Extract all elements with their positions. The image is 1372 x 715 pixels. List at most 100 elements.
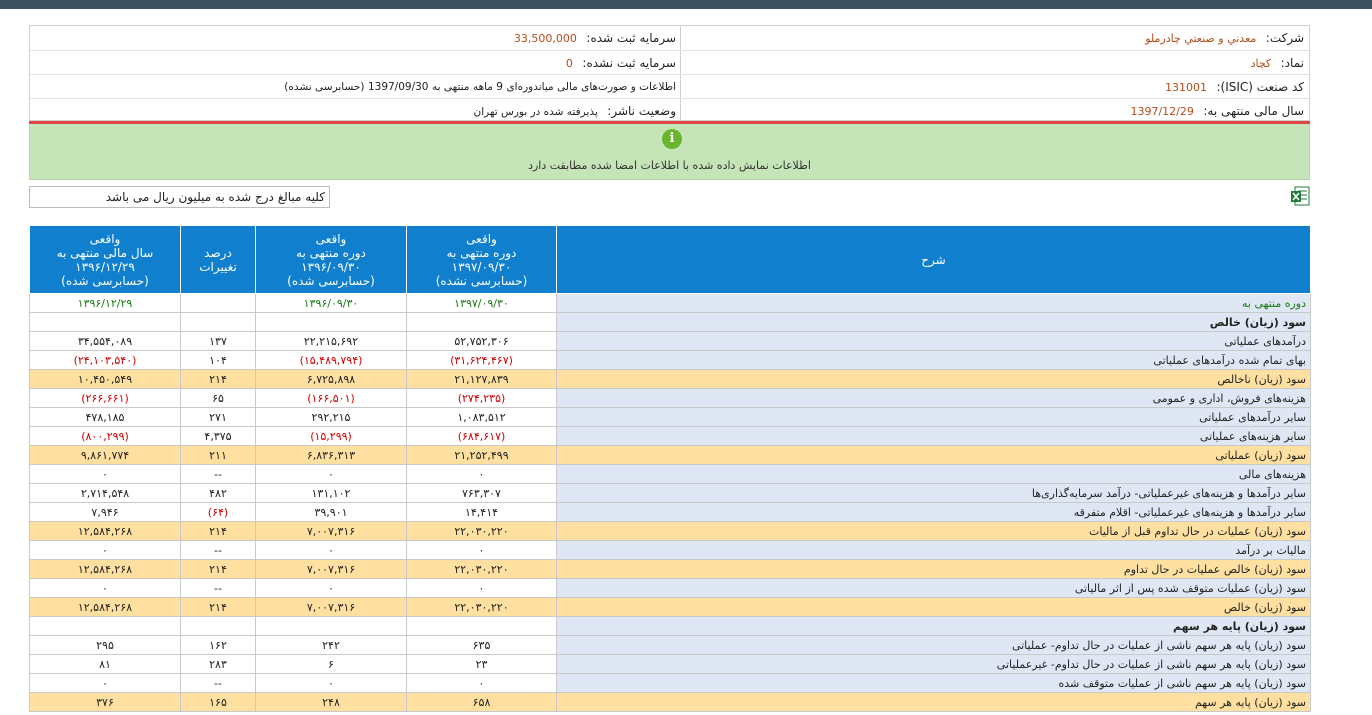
cell-change-percent: ۲۱۴: [180, 369, 256, 389]
cell-fiscal-year: ۰: [29, 540, 181, 560]
cell-current-period: [406, 312, 557, 332]
cell-current-period: ۰: [406, 578, 557, 598]
cell-prev-period: ۰: [255, 578, 407, 598]
cell-change-percent: --: [180, 578, 256, 598]
cell-fiscal-year: (۲۶۶,۶۶۱): [29, 388, 181, 408]
cell-prev-period: ۷,۰۰۷,۳۱۶: [255, 597, 407, 617]
cell-fiscal-year: ۲,۷۱۴,۵۴۸: [29, 483, 181, 503]
isic-label: کد صنعت (ISIC):: [1216, 80, 1304, 94]
cell-prev-period: ۱۳۹۶/۰۹/۳۰: [255, 293, 407, 313]
report-title-part3: (حسابرسی نشده): [284, 81, 365, 93]
cell-prev-period: ۰: [255, 673, 407, 693]
cell-current-period: ۰: [406, 673, 557, 693]
cell-prev-period: ۰: [255, 464, 407, 484]
cell-change-percent: --: [180, 464, 256, 484]
cell-change-percent: --: [180, 673, 256, 693]
cell-description: هزینه‌های مالی: [556, 464, 1311, 484]
cell-current-period: ۲۲,۰۳۰,۲۲۰: [406, 559, 557, 579]
cell-current-period: ۷۶۳,۳۰۷: [406, 483, 557, 503]
financial-table: واقعی سال مالی منتهی به ۱۳۹۶/۱۲/۲۹ (حساب…: [29, 225, 1311, 712]
cell-current-period: ۲۲,۰۳۰,۲۲۰: [406, 597, 557, 617]
cell-fiscal-year: ۳۴,۵۵۴,۰۸۹: [29, 331, 181, 351]
cell-prev-period: ۶,۸۳۶,۳۱۳: [255, 445, 407, 465]
publisher-status-field: وضعیت ناشر: پذیرفته شده در بورس تهران: [36, 99, 676, 123]
company-field: شرکت: معدني و صنعتي چادرملو: [684, 26, 1304, 50]
cell-change-percent: [180, 312, 256, 332]
table-row: ۰ -- ۰ ۰ سود (زيان) عملیات متوقف شده پس از ا…: [29, 578, 1311, 598]
cell-description: درآمدهای عملیاتی: [556, 331, 1311, 351]
unregistered-capital-value: 0: [565, 57, 573, 70]
cell-current-period: (۳۱,۶۲۴,۴۶۷): [406, 350, 557, 370]
cell-current-period: ۰: [406, 540, 557, 560]
symbol-value: کچاد: [1250, 57, 1272, 70]
cell-fiscal-year: ۱۰,۴۵۰,۵۴۹: [29, 369, 181, 389]
company-value: معدني و صنعتي چادرملو: [1145, 32, 1257, 45]
top-bar: [0, 0, 1372, 9]
col-header-current-period[interactable]: واقعی دوره منتهی به ۱۳۹۷/۰۹/۳۰ (حسابرسی …: [406, 225, 557, 294]
cell-fiscal-year: ۰: [29, 673, 181, 693]
report-title: اطلاعات و صورت‌های مالی میاندوره‌ای 9 ما…: [36, 75, 676, 99]
table-row: (۲۴,۱۰۳,۵۴۰) ۱۰۴ (۱۵,۴۸۹,۷۹۴) (۳۱,۶۲۴,۴۶۷) ب…: [29, 350, 1311, 370]
cell-change-percent: ۴۸۲: [180, 483, 256, 503]
cell-change-percent: ۱۰۴: [180, 350, 256, 370]
registered-capital-label: سرمایه ثبت شده:: [586, 31, 676, 45]
cell-fiscal-year: ۲۹۵: [29, 635, 181, 655]
table-row: ۱۳۹۶/۱۲/۲۹ ۱۳۹۶/۰۹/۳۰ ۱۳۹۷/۰۹/۳۰ دوره منتهی…: [29, 293, 1311, 313]
symbol-field: نماد: کچاد: [684, 51, 1304, 75]
cell-current-period: [406, 616, 557, 636]
company-label: شرکت:: [1265, 31, 1304, 45]
cell-prev-period: ۲۲,۲۱۵,۶۹۲: [255, 331, 407, 351]
alert-text: اطلاعات نمایش داده شده با اطلاعات امضا ش…: [528, 159, 811, 172]
col-header-change-percent[interactable]: درصد تغییرات: [180, 225, 256, 294]
registered-capital-field: سرمایه ثبت شده: 33,500,000: [36, 26, 676, 50]
cell-prev-period: (۱۵,۲۹۹): [255, 426, 407, 446]
table-row: ۲۹۵ ۱۶۲ ۲۴۲ ۶۳۵ سود (زيان) پایه هر سهم ناشی …: [29, 635, 1311, 655]
isic-value: 131001: [1164, 81, 1207, 94]
table-row: ۱۲,۵۸۴,۲۶۸ ۲۱۴ ۷,۰۰۷,۳۱۶ ۲۲,۰۳۰,۲۲۰ سود (زيا…: [29, 597, 1311, 617]
cell-change-percent: ۴,۳۷۵: [180, 426, 256, 446]
col-header-description[interactable]: شرح: [556, 225, 1311, 294]
publisher-status-label: وضعیت ناشر:: [607, 104, 676, 118]
table-row: ۳۷۶ ۱۶۵ ۲۴۸ ۶۵۸ سود (زيان) پایه هر سهم: [29, 692, 1311, 712]
cell-fiscal-year: ۹,۸۶۱,۷۷۴: [29, 445, 181, 465]
isic-field: کد صنعت (ISIC): 131001: [684, 75, 1304, 99]
cell-current-period: (۶۸۴,۶۱۷): [406, 426, 557, 446]
cell-current-period: ۱,۰۸۳,۵۱۲: [406, 407, 557, 427]
cell-prev-period: (۱۵,۴۸۹,۷۹۴): [255, 350, 407, 370]
cell-description: سود (زيان) پایه هر سهم: [556, 616, 1311, 636]
col-header-prev-period[interactable]: واقعی دوره منتهی به ۱۳۹۶/۰۹/۳۰ (حسابرسی …: [255, 225, 407, 294]
cell-current-period: ۱۳۹۷/۰۹/۳۰: [406, 293, 557, 313]
table-row: ۰ -- ۰ ۰ مالیات بر درآمد: [29, 540, 1311, 560]
cell-description: سایر درآمدها و هزینه‌های غیرعملیاتی- درآ…: [556, 483, 1311, 503]
cell-prev-period: ۱۳۱,۱۰۲: [255, 483, 407, 503]
cell-fiscal-year: ۱۲,۵۸۴,۲۶۸: [29, 521, 181, 541]
symbol-label: نماد:: [1280, 56, 1304, 70]
table-row: ۰ -- ۰ ۰ هزینه‌های مالی: [29, 464, 1311, 484]
cell-description: سایر درآمدها و هزینه‌های غیرعملیاتی- اقل…: [556, 502, 1311, 522]
cell-current-period: ۶۳۵: [406, 635, 557, 655]
unregistered-capital-label: سرمایه ثبت نشده:: [582, 56, 676, 70]
publisher-status-value: پذیرفته شده در بورس تهران: [473, 106, 598, 118]
cell-change-percent: ۲۱۴: [180, 559, 256, 579]
col-header-fiscal-year[interactable]: واقعی سال مالی منتهی به ۱۳۹۶/۱۲/۲۹ (حساب…: [29, 225, 181, 294]
table-row: ۱۰,۴۵۰,۵۴۹ ۲۱۴ ۶,۷۲۵,۸۹۸ ۲۱,۱۲۷,۸۳۹ سود (زيا…: [29, 369, 1311, 389]
cell-prev-period: ۰: [255, 540, 407, 560]
cell-change-percent: --: [180, 540, 256, 560]
table-row: ۱۲,۵۸۴,۲۶۸ ۲۱۴ ۷,۰۰۷,۳۱۶ ۲۲,۰۳۰,۲۲۰ سود (زيا…: [29, 521, 1311, 541]
cell-fiscal-year: ۴۷۸,۱۸۵: [29, 407, 181, 427]
cell-fiscal-year: ۷,۹۴۶: [29, 502, 181, 522]
cell-current-period: ۲۳: [406, 654, 557, 674]
unregistered-capital-field: سرمایه ثبت نشده: 0: [36, 51, 676, 75]
cell-change-percent: ۶۵: [180, 388, 256, 408]
unit-note: کلیه مبالغ درج شده به میلیون ریال می باش…: [29, 186, 330, 208]
report-title-part1: اطلاعات و صورت‌های مالی میاندوره‌ای: [506, 81, 676, 93]
cell-prev-period: ۳۹,۹۰۱: [255, 502, 407, 522]
cell-description: سود (زيان) عملیات در حال تداوم قبل از ما…: [556, 521, 1311, 541]
cell-change-percent: [180, 293, 256, 313]
excel-export-icon[interactable]: [1290, 186, 1310, 206]
cell-description: سود (زيان) ناخالص: [556, 369, 1311, 389]
table-row: ۸۱ ۲۸۳ ۶ ۲۳ سود (زيان) پایه هر سهم ناشی از ع…: [29, 654, 1311, 674]
cell-current-period: ۶۵۸: [406, 692, 557, 712]
table-row: ۳۴,۵۵۴,۰۸۹ ۱۳۷ ۲۲,۲۱۵,۶۹۲ ۵۲,۷۵۲,۳۰۶ درآمدها…: [29, 331, 1311, 351]
cell-current-period: ۵۲,۷۵۲,۳۰۶: [406, 331, 557, 351]
